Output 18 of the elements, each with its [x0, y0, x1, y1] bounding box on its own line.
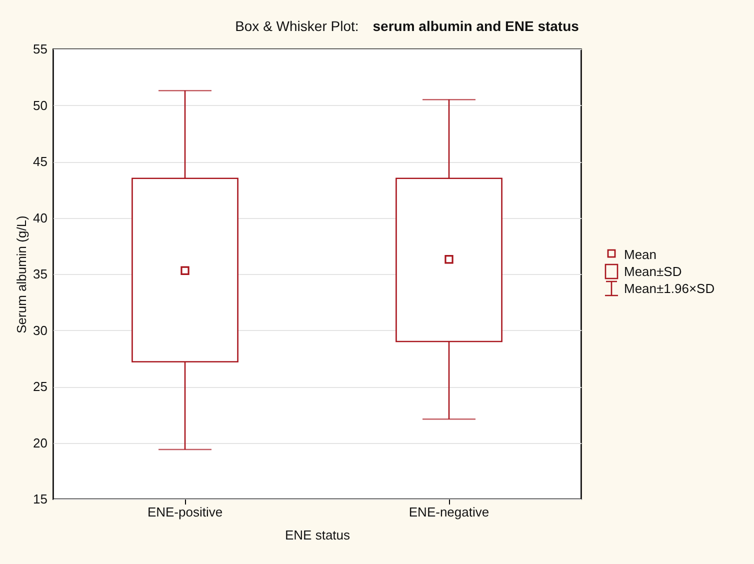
x-axis-title: ENE status: [284, 528, 351, 542]
y-tick-label: 50: [33, 98, 48, 113]
y-tick-label: 15: [33, 492, 48, 506]
x-tick-label: ENE-positive: [147, 504, 223, 520]
text: Mean±1.96×SD: [624, 281, 715, 296]
y-tick-label: 45: [33, 154, 48, 169]
chart-subtitle: serum albumin and ENE status: [372, 18, 579, 34]
y-axis-title: Serum albumin (g/L): [14, 216, 30, 334]
x-tick-label: ENE-negative: [408, 504, 490, 520]
y-tick-label: 40: [33, 210, 48, 226]
y-tick-label: 20: [33, 435, 48, 450]
chart-title: Box & Whisker Plot:: [235, 18, 359, 34]
y-tick-label: 35: [33, 266, 48, 282]
y-tick-label: 25: [33, 379, 48, 394]
y-tick-label: 30: [33, 322, 48, 338]
text: Mean±SD: [624, 264, 682, 279]
text: Mean: [624, 247, 657, 262]
y-tick-label: 55: [33, 42, 48, 56]
